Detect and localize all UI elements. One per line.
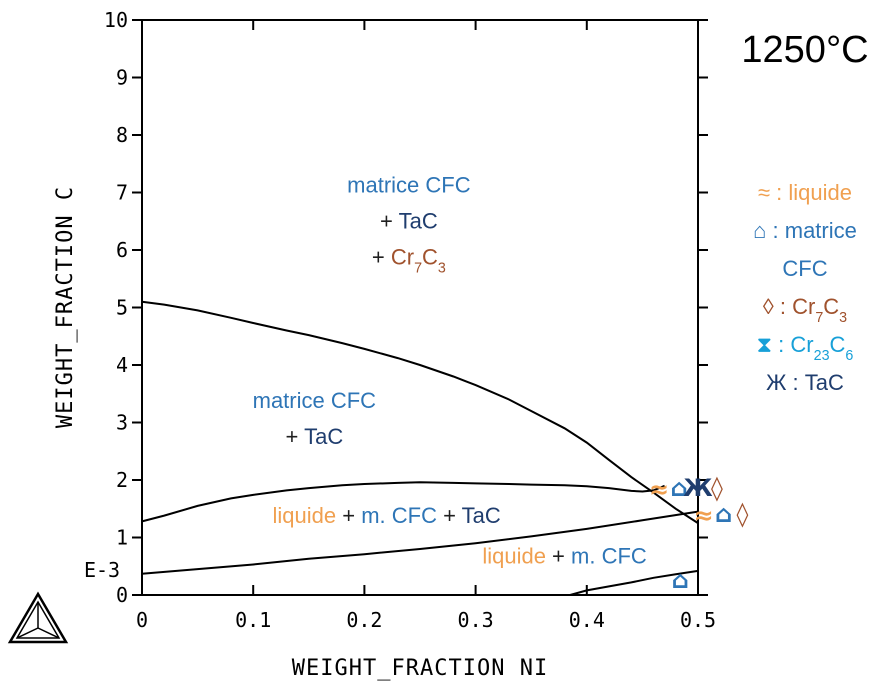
x-tick-label: 0.2 [346,608,382,632]
phase-markers: ≈ ⌂Ж◊≈ ⌂ ◊⌂ [649,474,749,594]
x-tick-label: 0.5 [680,608,716,632]
y-tick-label: 5 [116,296,128,320]
region-label-2: matrice CFC [253,388,377,413]
phase-marker: ⌂ [672,566,689,594]
phase-boundaries [141,300,699,596]
legend: ≈ : liquide ⌂ : matrice CFC ◊ : Cr7C3 ⧗ : Cr… [753,180,857,395]
region-labels: matrice CFC + TaC + Cr7C3 matrice CFC + TaC l… [253,173,647,569]
phase-marker: ≈ [649,476,669,504]
region-label-4: liquide + m. CFC [482,543,647,568]
phase-marker: ≈ [694,502,714,530]
y-tick-label: 6 [116,238,128,262]
legend-entry: CFC [782,256,827,281]
x-tick-label: 0 [136,608,148,632]
legend-entry: ⧗ : Cr23C6 [757,332,854,364]
y-tick-label: 10 [104,8,128,32]
x-tick-label: 0.3 [458,608,494,632]
chart-title: 1250°C [741,29,868,71]
y-tick-label: 4 [116,353,128,377]
phase-boundary-3 [141,510,699,575]
y-tick-label: 1 [116,526,128,550]
y-tick-label: 9 [116,66,128,90]
y-tick-label: 7 [116,181,128,205]
phase-marker: ◊ [711,474,723,502]
y-scale-note: E-3 [84,558,120,582]
phase-marker: ◊ [737,500,749,528]
region-label-3: liquide + m. CFC + TaC [273,503,501,528]
y-tick-label: 8 [116,123,128,147]
region-label-1: matrice CFC [347,173,471,198]
y-tick-label: 2 [116,468,128,492]
legend-entry: Ж : TaC [766,370,844,395]
legend-entry: ⌂ : matrice [753,218,857,243]
region-label-1: + TaC [380,209,438,234]
phase-boundary-4 [569,569,699,596]
y-tick-label: 3 [116,411,128,435]
region-label-2: + TaC [286,424,344,449]
legend-entry: ◊ : Cr7C3 [763,294,847,326]
region-label-1: + Cr7C3 [372,245,446,277]
legend-entry: ≈ : liquide [758,180,852,205]
y-axis-label: WEIGHT_FRACTION C [53,186,78,428]
thermo-calc-logo [7,591,69,644]
x-axis-label: WEIGHT_FRACTION NI [292,656,548,681]
phase-boundary-1 [141,300,699,524]
phase-marker: Ж [683,474,713,502]
phase-marker: ⌂ [715,500,732,528]
phase-boundary-2 [141,481,665,523]
axis-ticks: 0 1 2 3 4 5 6 7 8 9 10 0 0.1 0.2 0.3 0.4 0.5 [104,8,716,632]
y-tick-label: 0 [116,583,128,607]
phase-marker: ⌂ [671,474,688,502]
x-tick-label: 0.1 [235,608,271,632]
x-tick-label: 0.4 [569,608,605,632]
